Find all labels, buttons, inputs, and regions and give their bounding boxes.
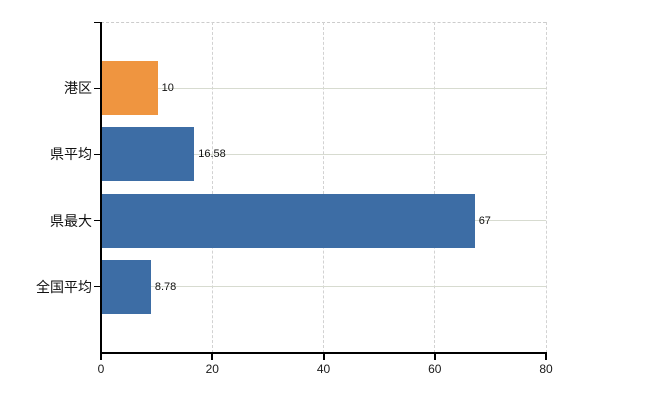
x-tick [100, 354, 102, 360]
bar [102, 259, 151, 314]
x-tick-label: 80 [539, 362, 553, 376]
bar-value-label: 8.78 [154, 280, 177, 293]
bar-value-label: 67 [478, 214, 491, 227]
x-tick [322, 354, 325, 360]
x-gridline [434, 22, 436, 353]
y-gridline [101, 153, 546, 155]
category-label: 県最大 [50, 212, 92, 229]
x-tick [211, 354, 214, 360]
category-label: 県平均 [50, 146, 92, 163]
y-gridline [101, 286, 546, 288]
category-label: 港区 [64, 80, 92, 97]
x-gridline [211, 22, 213, 353]
x-gridline [545, 22, 547, 353]
x-tick-label: 40 [316, 362, 331, 376]
x-tick [545, 354, 547, 360]
y-tick [94, 286, 101, 288]
x-tick [433, 354, 436, 360]
x-axis-line [100, 352, 547, 354]
y-tick [94, 220, 101, 222]
y-axis-line [100, 22, 102, 355]
bar-value-label: 16.58 [198, 148, 226, 161]
y-gridline [101, 87, 546, 89]
x-tick-label: 60 [428, 362, 442, 376]
category-label: 全国平均 [36, 278, 92, 295]
x-tick-label: 0 [97, 362, 105, 376]
bar [102, 127, 195, 182]
x-tick-label: 20 [205, 362, 219, 376]
y-tick [94, 87, 101, 89]
y-axis-top-tick [94, 22, 101, 23]
x-gridline [323, 22, 324, 353]
bar [102, 193, 475, 248]
bar-value-label: 10 [161, 82, 174, 95]
y-tick [94, 153, 101, 155]
bar [102, 61, 158, 116]
